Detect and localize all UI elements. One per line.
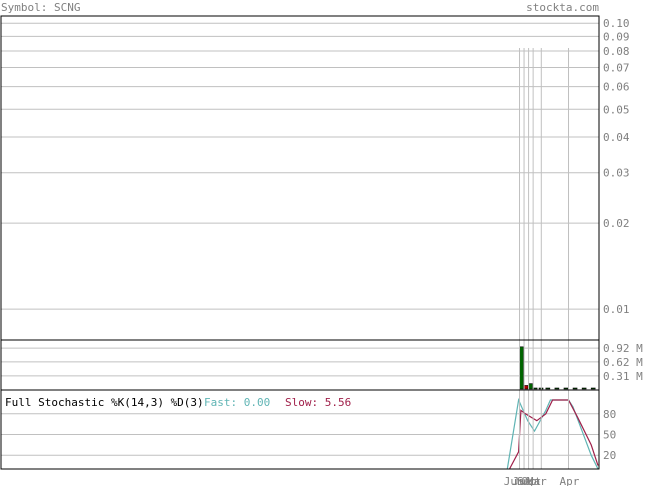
volume-bar [545,387,551,390]
volume-bar [532,387,538,390]
volume-bar [523,385,529,390]
price-tick-label: 0.04 [603,131,630,144]
site-label: stockta.com [526,1,599,14]
price-tick-label: 0.03 [603,167,630,180]
stochastic-tick-label: 20 [603,449,616,462]
price-tick-label: 0.05 [603,103,630,116]
price-tick-label: 0.01 [603,303,630,316]
month-label: Jun [504,475,524,486]
price-tick-label: 0.08 [603,45,630,58]
stochastic-title: Full Stochastic %K(14,3) %D(3) [5,396,204,409]
volume-bar [590,387,596,390]
price-tick-label: 0.07 [603,62,630,75]
slow-value-label: Slow: 5.56 [285,396,351,409]
stochastic-panel-frame [0,389,600,470]
volume-panel: 0.92 M0.62 M0.31 M [1,342,643,390]
volume-tick-label: 0.62 M [603,356,643,369]
price-tick-label: 0.06 [603,81,630,94]
volume-tick-label: 0.31 M [603,370,643,383]
month-label: Oct [521,475,541,486]
symbol-label: Symbol: SCNG [1,1,80,14]
volume-bar [528,383,533,390]
volume-bar [519,346,524,390]
volume-panel-frame [0,339,600,391]
month-label: Mar [527,475,547,486]
month-label: Apr [560,475,580,486]
price-tick-label: 0.09 [603,30,630,43]
stochastic-panel: 80 50 20 Full Stochastic %K(14,3) %D(3) Fast… [1,396,616,470]
month-label: Jul [512,475,532,486]
stochastic-tick-label: 80 [603,408,616,421]
fast-value-label: Fast: 0.00 [204,396,270,409]
volume-bar [563,387,569,390]
month-label: Sep [517,475,537,486]
stochastic-tick-label: 50 [603,429,616,442]
slow-d-line [508,399,599,470]
volume-bar [572,387,578,390]
price-tick-label: 0.10 [603,17,630,30]
volume-bar [581,387,587,390]
volume-tick-label: 0.92 M [603,342,643,355]
price-panel-frame [0,15,600,341]
price-tick-label: 0.02 [603,217,630,230]
volume-bar [554,387,560,390]
price-panel: 0.100.09 0.08 0.07 0.06 0.05 0.04 0.03 0.02 0.01 [1,17,630,316]
